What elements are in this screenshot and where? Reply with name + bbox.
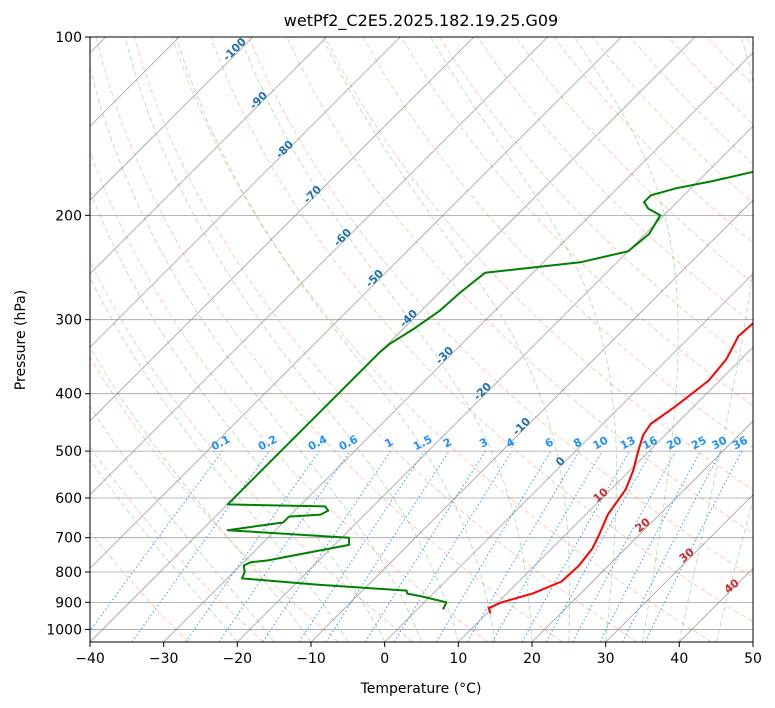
mixing-ratio-line: [185, 450, 320, 642]
dry-adiabat-line: [133, 37, 638, 642]
dry-adiabat-line: [324, 37, 753, 491]
dry-adiabat-line: [171, 37, 712, 642]
y-tick-label: 600: [55, 491, 82, 507]
y-tick-label: 700: [55, 531, 82, 547]
moist-adiabat-line: [90, 66, 422, 642]
dry-adiabat-line: [95, 37, 563, 642]
axes: −40 −30 −20 −10 0 10 20 30 40 50 1000 900 800 700 600 5…: [46, 30, 762, 667]
isotherm-line: [90, 37, 475, 422]
dry-adiabat-line: [400, 37, 753, 407]
x-tick-label: −40: [75, 651, 105, 667]
isotherm-line: [163, 52, 753, 642]
mixing-ratio-label: 25: [689, 434, 709, 453]
dry-adiabat-line: [90, 531, 190, 642]
isotherm-line: [90, 37, 401, 348]
y-tick-label: 200: [55, 208, 82, 224]
moist-adiabat-line: [175, 37, 496, 642]
dry-adiabat-line: [90, 445, 264, 642]
mixing-ratio-line: [572, 450, 677, 642]
mixing-ratio-line: [644, 450, 743, 642]
mixing-ratio-line: [521, 450, 630, 642]
moist-adiabat-line: [322, 37, 571, 642]
dry-adiabat-line: [90, 356, 339, 642]
isotherm-line: [90, 37, 622, 569]
y-tick-label: 400: [55, 387, 82, 403]
moist-adiabat-line: [90, 276, 349, 642]
moist-adiabat-line: [239, 37, 533, 642]
y-tick-label: 900: [55, 595, 82, 611]
background-lines: [90, 37, 753, 642]
plot-frame: [89, 36, 754, 643]
series-layer: [226, 170, 753, 614]
moist-adiabat-line: [90, 405, 275, 642]
mixing-ratio-line: [218, 450, 351, 642]
mixing-ratio-label: 20: [664, 434, 684, 453]
dry-adiabat-line: [515, 37, 753, 284]
mixing-ratio-line: [131, 450, 270, 642]
x-tick-label: −30: [149, 651, 179, 667]
mixing-ratio-line: [262, 450, 392, 642]
isotherm-line: [605, 494, 753, 642]
x-tick-label: −20: [223, 651, 253, 667]
dewpoint-profile-line: [226, 170, 753, 610]
x-tick-label: 20: [523, 651, 541, 667]
x-tick-label: 30: [597, 651, 615, 667]
isotherm-line: [90, 37, 327, 275]
mixing-ratio-line: [393, 450, 513, 642]
mixing-ratio-line: [325, 450, 450, 642]
dry-adiabat-line: [248, 37, 753, 578]
isotherm-line: [752, 641, 753, 642]
mixing-ratio-line: [298, 450, 425, 642]
moist-adiabat-line: [90, 190, 386, 642]
y-axis-label: Pressure (hPa): [13, 290, 29, 390]
x-tick-label: 40: [670, 651, 688, 667]
isotherm-line: [90, 37, 254, 201]
y-tick-label: 1000: [46, 622, 82, 638]
moist-adiabat-line: [574, 37, 679, 642]
mixing-ratio-line: [90, 450, 223, 632]
x-tick-label: 50: [744, 651, 762, 667]
dry-adiabat-line: [210, 37, 753, 623]
moist-adiabat-line: [124, 37, 459, 642]
y-tick-label: 300: [55, 313, 82, 329]
dry-adiabat-line: [439, 37, 753, 365]
x-tick-label: 10: [449, 651, 467, 667]
isotherm-line: [458, 346, 753, 642]
mixing-ratio-line: [545, 450, 653, 642]
temperature-profile-line: [487, 321, 753, 614]
chart-title: wetPf2_C2E5.2025.182.19.25.G09: [284, 11, 558, 31]
moist-adiabat-line: [90, 458, 238, 642]
isotherm-line: [384, 273, 753, 642]
y-tick-label: 500: [55, 444, 82, 460]
isotherm-line: [237, 125, 753, 642]
moist-adiabat-line: [430, 37, 617, 642]
x-tick-label: 0: [380, 651, 389, 667]
isotherm-line: [90, 37, 548, 496]
x-axis-label: Temperature (°C): [360, 681, 482, 697]
moist-adiabat-line: [678, 37, 753, 642]
x-tick-label: −10: [296, 651, 326, 667]
moist-adiabat-line: [715, 498, 753, 642]
plot-background: [90, 37, 753, 642]
y-tick-label: 800: [55, 565, 82, 581]
mixing-ratio-label: 10: [591, 434, 611, 453]
y-tick-label: 100: [55, 30, 82, 46]
mixing-ratio-label: 16: [640, 434, 660, 453]
isotherm-line: [90, 37, 696, 642]
mixing-ratio-label: 13: [618, 434, 638, 453]
isotherm-line: [531, 420, 753, 642]
mixing-ratio-label: 36: [730, 434, 750, 453]
mixing-ratio-label: 30: [710, 434, 730, 453]
isotherm-line: [310, 199, 753, 642]
